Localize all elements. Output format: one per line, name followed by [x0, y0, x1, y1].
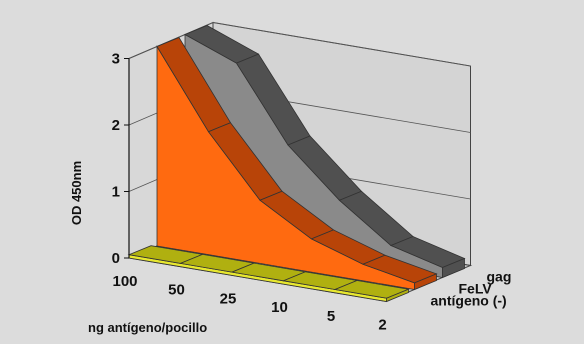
series-label-2: gag [487, 269, 512, 285]
x-axis-title: ng antígeno/pocillo [88, 320, 207, 335]
series-label-1: FeLV [459, 281, 493, 297]
y-tick-label: 3 [112, 51, 120, 68]
x-tick-label: 10 [271, 299, 288, 316]
series-layer [127, 25, 466, 303]
series-label-0: antígeno (-) [431, 293, 507, 309]
x-tick-label: 5 [327, 308, 335, 325]
x-tick-label: 2 [378, 317, 386, 334]
series-endcap-2 [442, 257, 465, 279]
y-tick-label: 1 [112, 184, 120, 201]
y-axis-title: OD 450nm [69, 161, 84, 225]
x-tick-label: 50 [168, 282, 185, 299]
series-endcap-1 [414, 273, 437, 291]
series-endcap-0 [386, 288, 409, 303]
y-tick-label: 2 [112, 117, 120, 134]
x-tick-label: 25 [220, 290, 237, 307]
x-tick-label: 100 [112, 273, 137, 290]
y-tick-label: 0 [112, 250, 120, 267]
